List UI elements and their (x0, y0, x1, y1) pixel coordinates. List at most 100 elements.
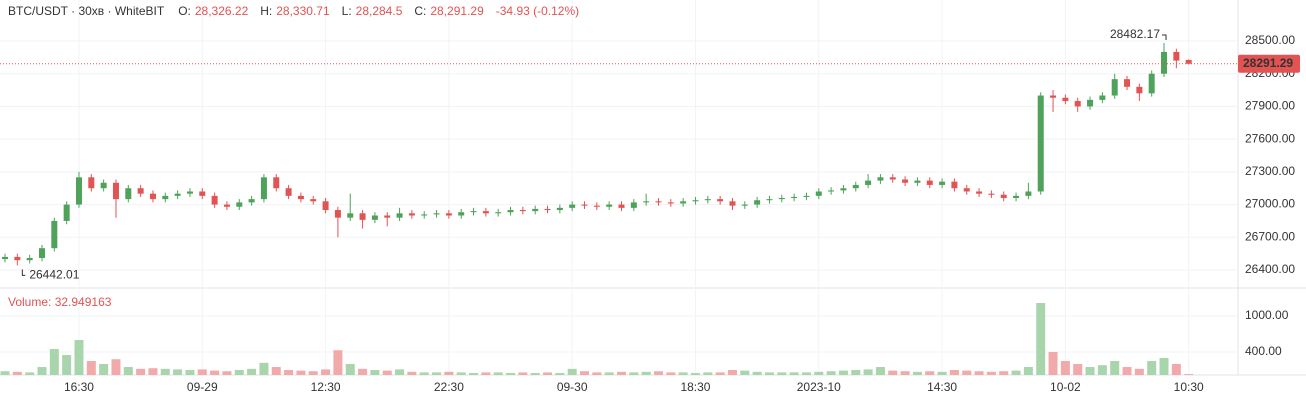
candle-body (704, 199, 711, 201)
candle-body (223, 204, 230, 207)
candle-body (667, 202, 674, 204)
candle-body (1087, 99, 1094, 107)
volume-bar (653, 371, 663, 375)
price-change: -34.93 (-0.12%) (495, 4, 580, 18)
candle-body (630, 202, 637, 208)
volume-bar (308, 371, 318, 375)
candle-body (26, 258, 33, 261)
volume-bar (123, 367, 133, 375)
volume-bar (949, 370, 959, 375)
candle-body (791, 196, 798, 199)
ohlc-label: C: (414, 4, 427, 18)
volume-bar (506, 373, 516, 375)
candle-body (88, 177, 95, 189)
candle-body (63, 204, 70, 221)
volume-bar (838, 370, 848, 375)
volume-bar (690, 373, 700, 375)
volume-bar (826, 371, 836, 375)
x-tick-label: 12:30 (311, 380, 341, 394)
candle-body (125, 188, 132, 200)
ohlc-header: BTC/USDT · 30хв · WhiteBIT O: 28,326.22 H:… (8, 4, 587, 18)
candle-body (618, 204, 625, 208)
ohlc-value: 28,330.71 (276, 4, 330, 18)
volume-bar (493, 372, 503, 375)
candle-body (199, 191, 206, 196)
volume-bar (727, 370, 737, 375)
candle-body (828, 190, 835, 192)
volume-bar (259, 362, 269, 375)
volume-bar (49, 349, 59, 375)
ohlc-value: 28,284.5 (355, 4, 403, 18)
volume-value: 32.949163 (54, 295, 112, 309)
candle-body (976, 191, 983, 194)
candle-body (569, 204, 576, 208)
x-tick-label: 18:30 (680, 380, 710, 394)
volume-bar (703, 372, 713, 375)
candle-body (754, 200, 761, 205)
volume-bar (900, 371, 910, 375)
candle-body (112, 182, 119, 200)
candle-body (75, 177, 82, 205)
candle-body (852, 184, 859, 189)
last-price-tag (1238, 54, 1300, 73)
candle-body (803, 195, 810, 197)
candle-body (1148, 73, 1155, 94)
candle-body (556, 207, 563, 211)
volume-bar (25, 372, 35, 375)
candle-body (38, 248, 45, 259)
volume-bar (62, 355, 72, 375)
x-tick-label: 2023-10 (797, 380, 841, 394)
volume-bar (962, 370, 972, 375)
ohlc-label: H: (260, 4, 273, 18)
volume-bar (617, 371, 626, 375)
volume-tick-label: 1000.00 (1245, 308, 1289, 322)
candle-body (482, 211, 489, 214)
volume-bar (1184, 374, 1194, 375)
candle-body (433, 213, 440, 215)
y-tick-label: 27000.00 (1245, 197, 1295, 211)
volume-bar (1023, 367, 1033, 375)
candle-body (347, 213, 354, 218)
candle-body (988, 193, 995, 195)
volume-bar (1110, 361, 1120, 375)
candle-body (14, 256, 21, 261)
volume-bar (0, 371, 10, 375)
ohlc-label: O: (178, 4, 191, 18)
candle-body (865, 180, 872, 185)
volume-bar (37, 367, 47, 375)
candle-body (606, 204, 613, 207)
candle-body (371, 215, 378, 220)
volume-bar (111, 359, 121, 375)
volume-bar (875, 367, 885, 375)
high-annotation: 28482.17 (1110, 27, 1160, 41)
candle-body (1099, 95, 1106, 100)
volume-bar (469, 373, 479, 375)
volume-bar (863, 369, 873, 375)
y-tick-label: 28500.00 (1245, 33, 1295, 47)
candle-body (334, 210, 341, 218)
volume-bar (296, 370, 306, 375)
volume-bar (444, 371, 454, 375)
volume-bar (764, 372, 774, 375)
volume-bar (752, 371, 762, 375)
volume-bar (1147, 361, 1157, 375)
volume-bar (210, 370, 220, 375)
volume-bar (974, 371, 984, 375)
candle-body (519, 210, 526, 212)
volume-bar (160, 368, 170, 375)
volume-bar (999, 371, 1009, 375)
symbol-title: BTC/USDT · 30хв · WhiteBIT (8, 4, 165, 18)
candle-body (914, 180, 921, 183)
volume-bar (74, 340, 84, 375)
candle-body (717, 199, 724, 202)
candle-body (926, 180, 933, 185)
volume-bar (518, 372, 528, 375)
candle-body (1161, 51, 1168, 74)
candle-body (1062, 97, 1069, 101)
candle-body (1000, 194, 1007, 199)
candle-body (1074, 100, 1081, 107)
candle-body (778, 198, 785, 200)
ohlc-value: 28,291.29 (430, 4, 484, 18)
volume-bar (641, 371, 651, 375)
volume-bar (1048, 352, 1058, 375)
